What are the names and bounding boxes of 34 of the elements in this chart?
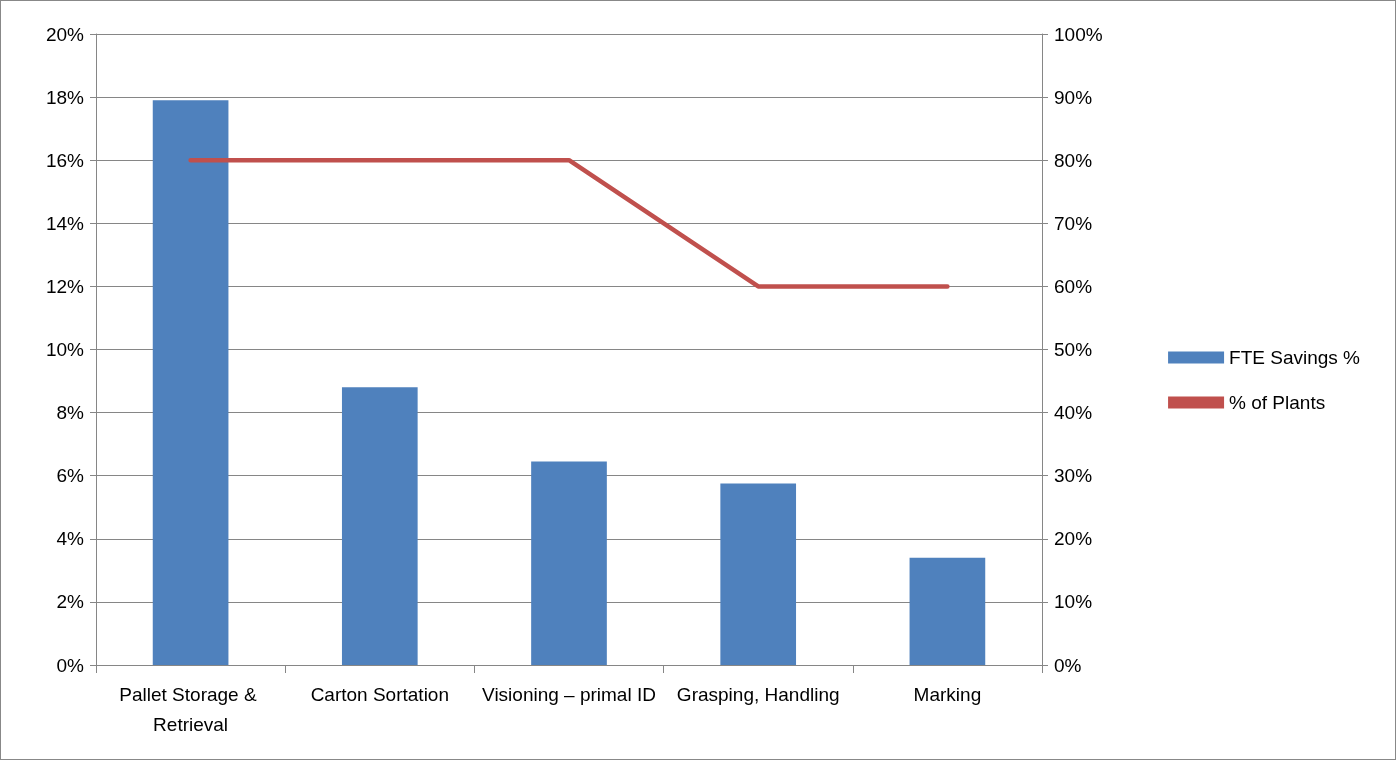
- y2-tick-label: 0%: [1054, 654, 1082, 676]
- bar: [720, 483, 797, 665]
- y-tick-label: 4%: [56, 528, 85, 550]
- y2-tick-label: 100%: [1054, 23, 1103, 45]
- y2-tick-label: 60%: [1054, 275, 1093, 297]
- bar: [531, 461, 607, 665]
- legend-label: % of Plants: [1229, 392, 1326, 413]
- y2-tick-label: 40%: [1054, 402, 1093, 424]
- x-tick-label: Grasping, Handling: [676, 683, 840, 705]
- y-tick-label: 10%: [45, 339, 85, 360]
- x-tick-label: Pallet Storage & Retrieval: [119, 683, 262, 735]
- x-tick-label: Carton Sortation: [310, 683, 449, 705]
- x-tick-label: Marking: [913, 683, 982, 705]
- y-tick-label: 20%: [45, 23, 85, 45]
- bar: [341, 387, 418, 665]
- y-tick-label: 18%: [45, 86, 85, 108]
- y2-tick-label: 20%: [1054, 528, 1093, 550]
- y-tick-label: 6%: [56, 465, 85, 487]
- y2-tick-label: 90%: [1054, 86, 1093, 108]
- y2-tick-label: 10%: [1054, 591, 1093, 613]
- y2-tick-label: 30%: [1054, 465, 1093, 487]
- y-tick-label: 8%: [56, 402, 85, 424]
- y2-tick-label: 50%: [1054, 339, 1093, 360]
- y-tick-label: 2%: [56, 591, 85, 613]
- y-tick-label: 0%: [56, 654, 85, 676]
- legend-label: FTE Savings %: [1229, 347, 1361, 368]
- y2-tick-label: 80%: [1054, 149, 1093, 171]
- bar: [909, 557, 986, 665]
- y2-tick-label: 70%: [1054, 212, 1093, 234]
- y-tick-label: 16%: [45, 149, 85, 171]
- y-tick-label: 14%: [45, 212, 85, 234]
- x-tick-label: Visioning – primal ID: [482, 683, 656, 705]
- y-tick-label: 12%: [45, 275, 85, 297]
- bar: [152, 100, 229, 665]
